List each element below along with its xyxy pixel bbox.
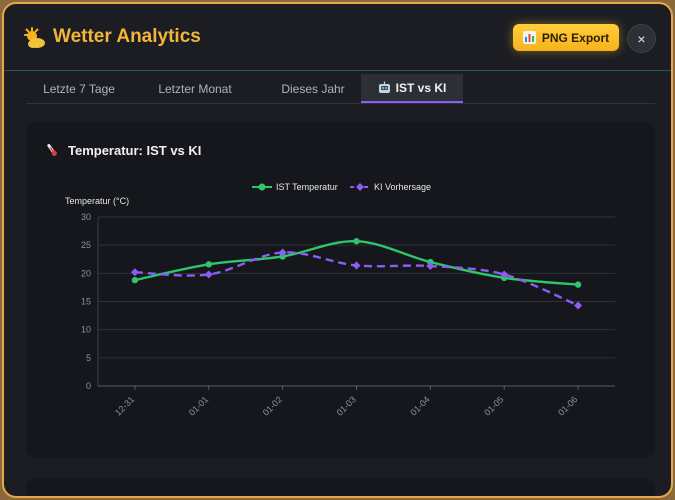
- y-axis-label: Temperatur (°C): [65, 196, 129, 206]
- x-tick-label: 12-31: [113, 394, 136, 417]
- data-point: [278, 248, 287, 257]
- temperature-line-chart: 0 5 10 15 20 25 30 12-31 01-01 01-02 01-03 01-04 01-…: [65, 182, 615, 418]
- tab-letzter-monat[interactable]: Letzter Monat: [141, 74, 249, 103]
- data-point: [574, 281, 582, 288]
- y-tick-label: 30: [81, 212, 91, 222]
- secondary-card: [26, 478, 655, 496]
- data-point: [426, 262, 435, 271]
- tab-letzte-7-tage[interactable]: Letzte 7 Tage: [32, 74, 126, 103]
- bar-chart-icon: [522, 31, 536, 44]
- x-tick-label: 01-06: [556, 394, 579, 417]
- x-tick-label: 01-02: [261, 394, 284, 417]
- data-point: [131, 276, 139, 284]
- data-point: [353, 238, 360, 245]
- y-tick-label: 10: [81, 325, 91, 335]
- tab-label: Letzte 7 Tage: [43, 81, 115, 96]
- sun-behind-cloud-icon: [24, 27, 45, 48]
- y-tick-label: 15: [81, 297, 91, 307]
- temperature-chart-card: Temperatur: IST vs KI 0 5 10 15 20 25 30 12-31 0…: [26, 122, 655, 458]
- thermometer-icon: [47, 143, 57, 156]
- png-export-label: PNG Export: [541, 30, 610, 45]
- legend-label: IST Temperatur: [276, 182, 338, 192]
- tab-label: Letzter Monat: [158, 81, 232, 96]
- y-tick-label: 25: [81, 240, 91, 250]
- tab-ist-vs-ki[interactable]: IST vs KI: [361, 74, 463, 103]
- data-point: [130, 268, 139, 277]
- data-point: [500, 270, 509, 279]
- png-export-button[interactable]: PNG Export: [513, 24, 619, 51]
- tab-dieses-jahr[interactable]: Dieses Jahr: [264, 74, 362, 103]
- y-tick-label: 5: [86, 353, 91, 363]
- header-divider: [4, 70, 671, 71]
- header: Wetter Analytics PNG Export ×: [4, 4, 671, 72]
- data-point: [205, 261, 212, 268]
- y-tick-label: 20: [81, 268, 91, 278]
- legend-label: KI Vorhersage: [374, 182, 431, 192]
- legend-marker: [356, 183, 364, 191]
- x-tick-label: 01-01: [187, 394, 210, 417]
- x-tick-label: 01-03: [335, 394, 358, 417]
- close-button[interactable]: ×: [627, 24, 656, 53]
- x-tick-label: 01-05: [482, 394, 505, 417]
- legend-marker: [258, 183, 266, 191]
- tab-label: IST vs KI: [395, 80, 447, 95]
- data-point: [574, 301, 583, 310]
- app-title: Wetter Analytics: [53, 26, 201, 47]
- close-icon: ×: [637, 30, 646, 47]
- data-point: [352, 261, 361, 270]
- x-tick-label: 01-04: [408, 394, 431, 417]
- tab-bar: Letzte 7 Tage Letzter Monat Dieses Jahr …: [26, 74, 655, 104]
- robot-icon: [378, 81, 390, 93]
- tab-label: Dieses Jahr: [281, 81, 345, 96]
- card-title: Temperatur: IST vs KI: [68, 143, 202, 158]
- data-point: [204, 270, 213, 279]
- y-tick-label: 0: [86, 381, 91, 391]
